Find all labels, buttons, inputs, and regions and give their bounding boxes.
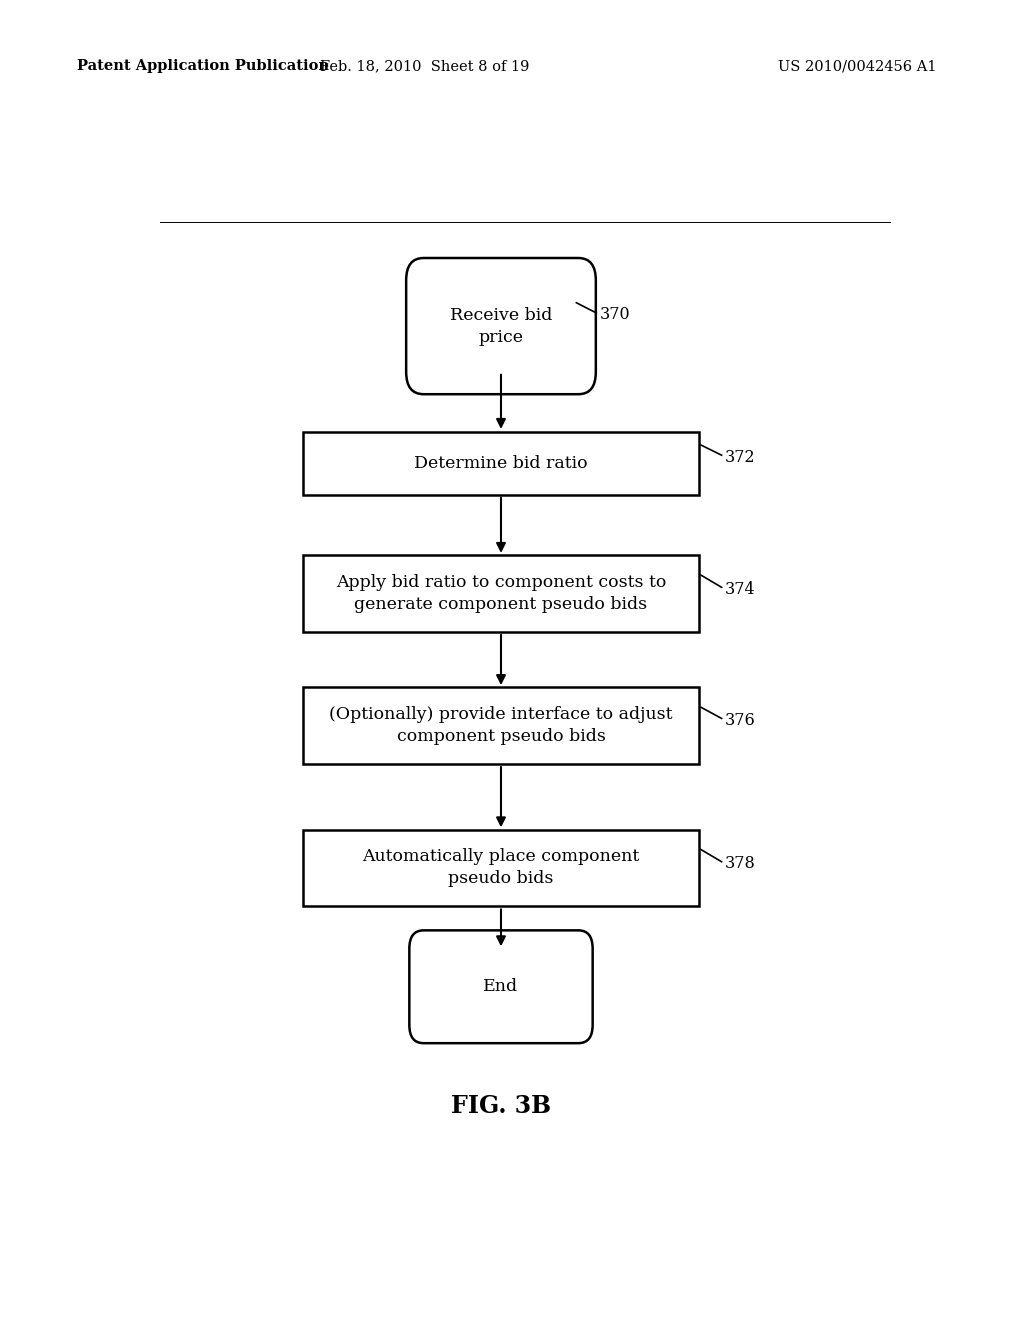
- Text: Determine bid ratio: Determine bid ratio: [414, 455, 588, 471]
- Text: (Optionally) provide interface to adjust
component pseudo bids: (Optionally) provide interface to adjust…: [330, 706, 673, 746]
- Bar: [303, 688, 699, 764]
- Text: 376: 376: [725, 711, 756, 729]
- Bar: [303, 556, 699, 631]
- Text: 378: 378: [725, 855, 756, 873]
- Text: US 2010/0042456 A1: US 2010/0042456 A1: [778, 59, 937, 74]
- FancyBboxPatch shape: [410, 931, 593, 1043]
- FancyBboxPatch shape: [407, 257, 596, 395]
- Bar: [303, 432, 699, 495]
- Bar: [303, 830, 699, 906]
- Text: 370: 370: [600, 306, 631, 323]
- Text: 372: 372: [725, 449, 756, 466]
- Text: FIG. 3B: FIG. 3B: [451, 1094, 551, 1118]
- Text: 374: 374: [725, 581, 756, 598]
- Text: Apply bid ratio to component costs to
generate component pseudo bids: Apply bid ratio to component costs to ge…: [336, 574, 667, 612]
- Text: Feb. 18, 2010  Sheet 8 of 19: Feb. 18, 2010 Sheet 8 of 19: [321, 59, 529, 74]
- Text: Automatically place component
pseudo bids: Automatically place component pseudo bid…: [362, 849, 640, 887]
- Text: Patent Application Publication: Patent Application Publication: [77, 59, 329, 74]
- Text: End: End: [483, 978, 518, 995]
- Text: Receive bid
price: Receive bid price: [450, 306, 552, 346]
